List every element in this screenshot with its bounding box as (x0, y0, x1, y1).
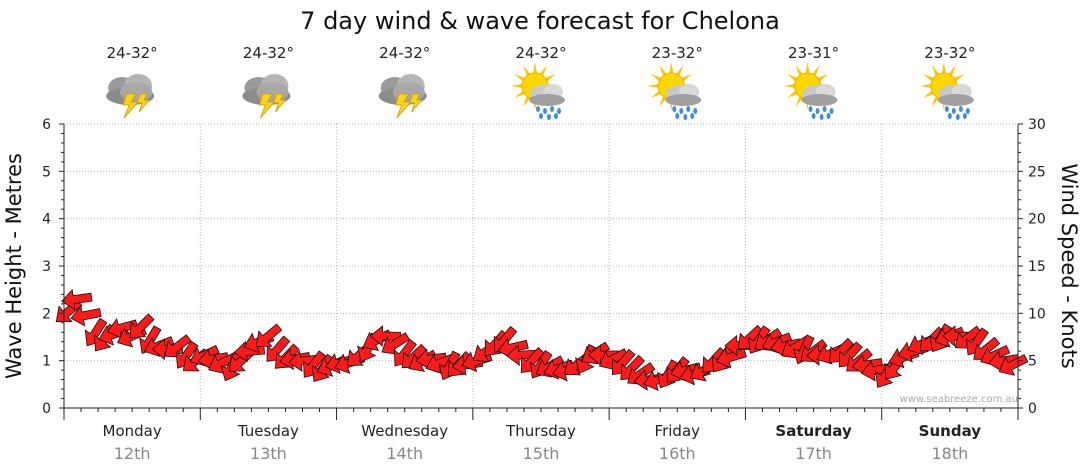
wind-arrow (860, 360, 893, 382)
wind-arrow (381, 332, 411, 355)
thunderstorm-icon (378, 74, 427, 119)
wind-arrow (70, 305, 102, 327)
day-label: Thursday (505, 422, 576, 440)
wind-arrow (61, 288, 93, 311)
day-label: Sunday (919, 422, 982, 440)
wind-arrow (164, 334, 192, 358)
day-date: 12th (114, 444, 151, 463)
wind-arrow (255, 323, 283, 347)
left-tick-label: 5 (42, 164, 51, 180)
day-label: Friday (655, 422, 701, 440)
day-date: 15th (523, 444, 560, 463)
thunderstorm-icon (106, 74, 155, 119)
wind-arrow (369, 325, 401, 347)
right-tick-label: 0 (1028, 401, 1037, 417)
right-tick-label: 5 (1028, 354, 1037, 370)
right-tick-label: 10 (1028, 306, 1046, 322)
left-tick-label: 1 (42, 354, 51, 370)
day-label: Monday (103, 422, 162, 440)
right-axis-title: Wind Speed - Knots (1057, 163, 1080, 368)
day-temp: 24-32° (107, 44, 158, 62)
day-temp: 24-32° (379, 44, 430, 62)
right-tick-label: 25 (1028, 164, 1046, 180)
day-label: Tuesday (237, 422, 299, 440)
day-temp: 23-32° (652, 44, 703, 62)
day-headers: 24-32° Monday 12th 24-32° Tuesday 13th 24-32° W… (103, 44, 982, 463)
left-tick-label: 3 (42, 259, 51, 275)
wind-arrow (208, 352, 238, 374)
thunderstorm-icon (242, 74, 291, 119)
day-label: Saturday (775, 422, 852, 440)
wind-arrows (55, 288, 1029, 392)
sun-showers-icon (647, 62, 702, 120)
axes: 0 1 2 3 4 5 6 0 5 10 15 20 25 30 (42, 117, 1046, 420)
day-temp: 24-32° (243, 44, 294, 62)
wind-arrow (587, 344, 620, 366)
chart-title: 7 day wind & wave forecast for Chelona (300, 7, 780, 35)
grid (64, 123, 1018, 408)
day-temp: 24-32° (515, 44, 566, 62)
wind-arrow (506, 344, 538, 367)
wind-arrow (425, 353, 457, 375)
right-tick-label: 30 (1028, 117, 1046, 133)
day-label: Wednesday (361, 422, 448, 440)
day-date: 18th (931, 444, 968, 463)
day-date: 13th (250, 444, 287, 463)
day-temp: 23-32° (924, 44, 975, 62)
wind-arrow (781, 336, 810, 359)
day-temp: 23-31° (788, 44, 839, 62)
sun-showers-icon (511, 62, 565, 120)
left-tick-label: 4 (42, 212, 51, 228)
day-date: 14th (386, 444, 423, 463)
day-date: 17th (795, 444, 832, 463)
credit-text: www.seabreeze.com.au (900, 394, 1018, 405)
left-tick-label: 2 (42, 306, 51, 322)
left-tick-label: 6 (42, 117, 51, 133)
right-tick-label: 20 (1028, 212, 1046, 228)
sun-showers-icon (919, 62, 974, 120)
day-date: 16th (659, 444, 696, 463)
left-tick-label: 0 (42, 401, 51, 417)
wind-arrow (107, 317, 139, 339)
right-tick-label: 15 (1028, 259, 1046, 275)
left-axis-title: Wave Height - Metres (2, 153, 26, 379)
sun-showers-icon (783, 62, 838, 120)
wind-arrow (998, 354, 1029, 376)
wind-arrow (129, 313, 155, 339)
